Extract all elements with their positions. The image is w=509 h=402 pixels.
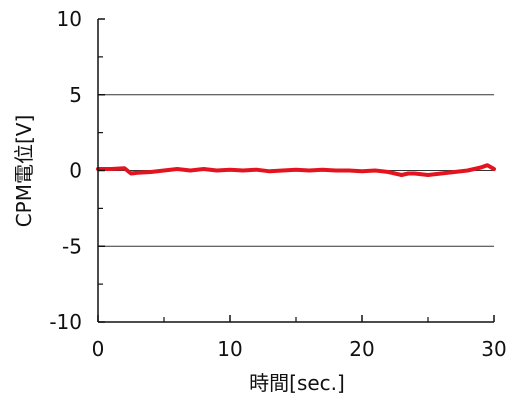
series-line (96, 163, 496, 177)
x-tick-label: 0 (92, 337, 105, 361)
y-tick-label: -10 (49, 310, 82, 334)
x-tick-label: 20 (349, 337, 374, 361)
y-tick-label: 10 (57, 7, 82, 31)
y-tick-label: 0 (69, 159, 82, 183)
series-layer (96, 163, 496, 177)
x-axis-title: 時間[sec.] (249, 371, 345, 395)
axis-layer (97, 18, 495, 323)
y-tick-label: -5 (62, 234, 82, 258)
x-tick-label: 10 (217, 337, 242, 361)
y-tick-label: 5 (69, 83, 82, 107)
label-layer: -10 -5 0 5 10 0 10 20 30 (49, 7, 506, 361)
x-tick-label: 30 (481, 337, 506, 361)
y-axis-title: CPM電位[V] (12, 115, 36, 228)
